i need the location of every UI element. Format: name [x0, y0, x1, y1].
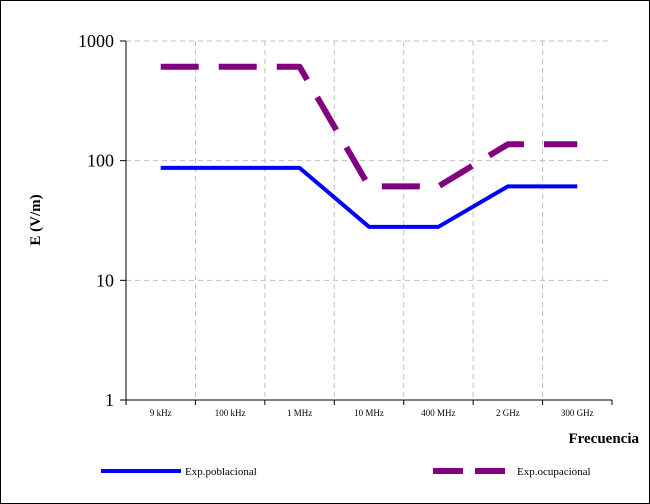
- series-line-poblacional: [160, 165, 578, 229]
- y-tick-label: 100: [87, 151, 114, 171]
- legend-label-ocupacional: Exp.ocupacional: [517, 466, 591, 478]
- x-tick-label: 400 MHz: [421, 408, 455, 418]
- x-tick-label: 300 GHz: [561, 408, 594, 418]
- x-tick-label: 10 MHz: [354, 408, 384, 418]
- x-tick-label: 2 GHz: [496, 408, 520, 418]
- x-axis-label: Frecuencia: [568, 431, 639, 447]
- x-tick-label: 100 kHz: [215, 408, 246, 418]
- series-lines: [160, 63, 578, 229]
- grid-lines: [126, 40, 612, 400]
- x-tick-label: 9 kHz: [150, 408, 172, 418]
- y-tick-label: 10: [96, 270, 114, 290]
- y-axis-label: E (V/m): [28, 194, 44, 245]
- x-ticks: 9 kHz 100 kHz 1 MHz 10 MHz 400 MHz 2 GHz 300 G…: [125, 400, 613, 418]
- y-tick-label: 1000: [78, 31, 114, 51]
- y-tick-label: 1: [105, 390, 114, 410]
- axes: [125, 41, 612, 401]
- y-ticks: 1 10 100 1000: [78, 31, 126, 410]
- legend-label-poblacional: Exp.poblacional: [185, 466, 257, 478]
- x-tick-label: 1 MHz: [287, 408, 312, 418]
- series-line-ocupacional: [160, 63, 578, 190]
- legend: Exp.poblacional Exp.ocupacional: [101, 466, 591, 478]
